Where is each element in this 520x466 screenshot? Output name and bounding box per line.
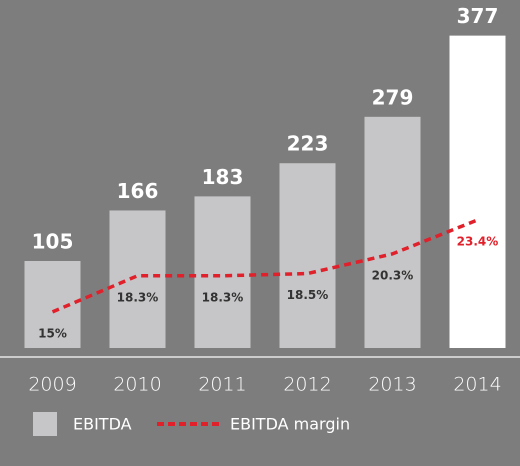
x-tick-label: 2010: [113, 374, 161, 396]
data-label: 105: [32, 230, 74, 254]
bar: [24, 261, 81, 348]
line: [51, 218, 479, 314]
bar: [449, 35, 506, 348]
x-tick-label: 2012: [283, 374, 331, 396]
data-label: 279: [372, 85, 414, 109]
x-tick-label: 2014: [453, 374, 501, 396]
data-label: 377: [457, 4, 499, 28]
bar: [364, 116, 421, 348]
bar: [109, 210, 166, 348]
legend-label: EBITDA: [73, 415, 132, 434]
x-tick-label: 2009: [28, 374, 76, 396]
data-label: 223: [287, 132, 329, 156]
x-tick-label: 2013: [368, 374, 416, 396]
legend-label: EBITDA margin: [230, 415, 350, 434]
data-label: 18.5%: [287, 288, 329, 302]
data-label: 20.3%: [372, 268, 414, 282]
bar: [279, 163, 336, 348]
data-label: 183: [202, 165, 244, 189]
data-label: 18.3%: [202, 290, 244, 304]
legend-swatch: [33, 412, 57, 436]
data-label: 15%: [38, 326, 67, 340]
data-label: 166: [117, 179, 159, 203]
bar: [194, 196, 251, 348]
data-label: 18.3%: [117, 290, 159, 304]
x-tick-label: 2011: [198, 374, 246, 396]
data-label: 23.4%: [457, 234, 499, 248]
